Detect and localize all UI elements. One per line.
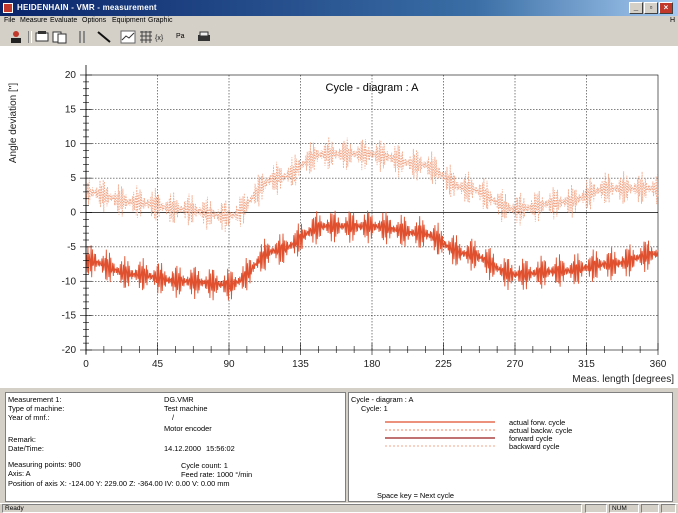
minimize-button[interactable]: _ <box>629 2 643 14</box>
year-label: Year of mnf.: <box>8 413 50 422</box>
legend-item-actual-forward: actual forw. cycle <box>509 418 566 427</box>
axis-position: Position of axis X: -124.00 Y: 229.00 Z:… <box>8 479 230 488</box>
maximize-button[interactable]: ▫ <box>644 2 658 14</box>
y-tick-label: -5 <box>67 242 76 253</box>
y-tick-label: -20 <box>62 345 77 356</box>
y-tick-label: 10 <box>65 139 77 150</box>
pass-icon[interactable]: Pa <box>176 33 185 40</box>
y-tick-label: 5 <box>70 173 76 184</box>
remark-label: Remark: <box>8 435 36 444</box>
cycle-diagram-chart: 20 15 10 5 0 -5 -10 -15 -20 0 45 90 135 180 225 270 315 3… <box>8 65 674 385</box>
title-bar: HEIDENHAIN - VMR - measurement _ ▫ × <box>0 0 678 16</box>
measurement-value: DG.VMR <box>164 395 194 404</box>
slope-icon[interactable] <box>96 30 112 44</box>
cycle-count: Cycle count: 1 <box>181 461 228 470</box>
grid-icon[interactable] <box>138 30 154 44</box>
year-value: / <box>172 413 175 422</box>
legend-item-actual-backward: actual backw. cycle <box>509 426 573 435</box>
x-tick-label: 360 <box>650 359 667 370</box>
y-axis-label: Angle deviation ["] <box>8 83 19 163</box>
legend-swatches <box>385 421 495 447</box>
chart-title: Cycle - diagram : A <box>326 82 420 94</box>
menu-graphic[interactable]: Graphic <box>148 17 173 24</box>
y-tick-label: 0 <box>70 208 76 219</box>
copy-icon[interactable] <box>52 30 68 44</box>
menu-measure[interactable]: Measure <box>20 17 48 24</box>
series-actual-forward <box>85 210 659 301</box>
chart-icon[interactable] <box>120 30 136 44</box>
y-tick-label: 15 <box>65 104 77 115</box>
legend-title: Cycle - diagram : A <box>351 395 414 404</box>
y-tick-label: -10 <box>62 276 77 287</box>
menu-file[interactable]: File <box>4 17 16 24</box>
y-tick-label: 20 <box>65 70 77 81</box>
x-tick-label: 90 <box>223 359 235 370</box>
machine-label: Type of machine: <box>8 404 65 413</box>
menu-help[interactable]: H <box>669 17 675 24</box>
x-tick-label: 225 <box>435 359 452 370</box>
legend-item-forward: forward cycle <box>509 434 553 443</box>
legend-item-backward: backward cycle <box>509 442 560 451</box>
chart-area: 20 15 10 5 0 -5 -10 -15 -20 0 45 90 135 180 225 270 315 3… <box>0 46 678 388</box>
columns-icon[interactable] <box>74 30 90 44</box>
time-value: 15:56:02 <box>206 444 235 453</box>
close-button[interactable]: × <box>659 2 673 14</box>
next-cycle-hint: Space key = Next cycle <box>377 491 455 500</box>
series-actual-backward <box>85 136 659 233</box>
measurement-label: Measurement 1: <box>8 395 62 404</box>
machine-value: Test machine <box>164 404 208 413</box>
toolbar: {x} Pa <box>0 28 678 47</box>
printer-icon[interactable] <box>196 30 212 44</box>
menu-evaluate[interactable]: Evaluate <box>50 17 78 24</box>
datetime-label: Date/Time: <box>8 444 44 453</box>
scale-icon[interactable]: {x} <box>154 30 170 44</box>
x-tick-label: 45 <box>152 359 164 370</box>
menu-options[interactable]: Options <box>82 17 107 24</box>
menu-bar: File Measure Evaluate Options Equipment … <box>0 16 678 28</box>
date-value: 14.12.2000 <box>164 444 201 453</box>
measuring-points: Measuring points: 900 <box>8 460 81 469</box>
x-axis-label: Meas. length [degrees] <box>572 374 674 385</box>
person-icon[interactable] <box>8 30 24 44</box>
legend-panel: Cycle - diagram : A Cycle: 1 actual forw… <box>348 392 673 502</box>
print-preview-icon[interactable] <box>34 30 50 44</box>
encoder-value: Motor encoder <box>164 424 212 433</box>
window-title: HEIDENHAIN - VMR - measurement <box>17 3 157 12</box>
app-icon <box>3 3 13 13</box>
svg-text:{x}: {x} <box>155 35 164 42</box>
menu-equipment[interactable]: Equipment <box>112 17 146 24</box>
x-tick-label: 180 <box>364 359 381 370</box>
x-tick-label: 315 <box>578 359 595 370</box>
x-tick-label: 135 <box>292 359 309 370</box>
y-tick-label: -15 <box>62 311 77 322</box>
x-tick-label: 270 <box>507 359 524 370</box>
legend-cycle: Cycle: 1 <box>361 404 388 413</box>
x-tick-label: 0 <box>83 359 89 370</box>
measurement-info-panel: Measurement 1: DG.VMR Type of machine: T… <box>5 392 346 502</box>
feed-rate: Feed rate: 1000 °/min <box>181 470 253 479</box>
axis-label: Axis: A <box>8 469 31 478</box>
